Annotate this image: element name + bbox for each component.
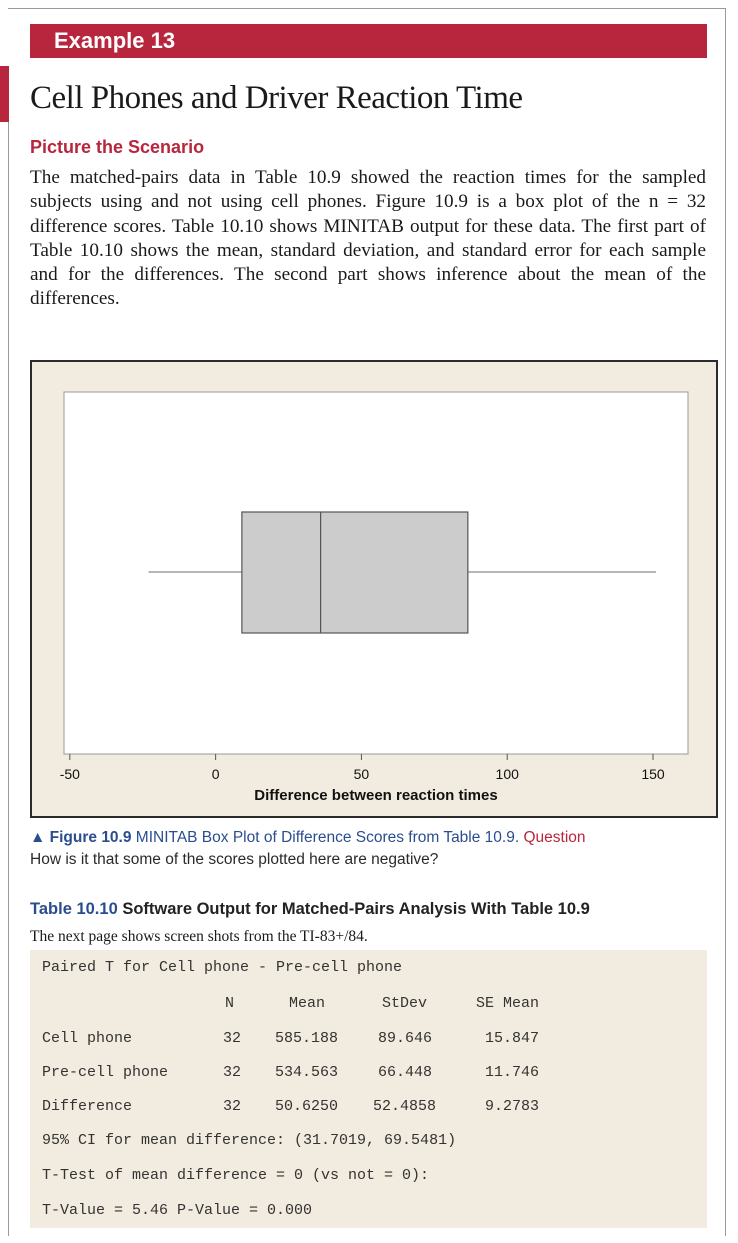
cell-stdev: 66.448 xyxy=(378,1064,433,1081)
cell-n: 32 xyxy=(223,1030,242,1047)
page-frame xyxy=(8,8,726,1236)
page-title: Cell Phones and Driver Reaction Time xyxy=(30,80,523,116)
cell-mean: 585.188 xyxy=(275,1030,339,1047)
row-label: Difference xyxy=(42,1098,133,1115)
scenario-paragraph: The matched-pairs data in Table 10.9 sho… xyxy=(30,166,706,312)
table-title: Table 10.10 Software Output for Matched-… xyxy=(30,900,590,919)
column-header-stdev: StDev xyxy=(382,995,428,1012)
section-subhead: Picture the Scenario xyxy=(30,137,205,157)
figure-label: ▲ Figure 10.9 xyxy=(30,829,132,846)
iqr-box xyxy=(241,511,469,634)
result-line: T-Value = 5.46 P-Value = 0.000 xyxy=(42,1202,313,1219)
x-axis-label: Difference between reaction times xyxy=(254,787,497,804)
left-rule xyxy=(8,122,9,1236)
ci-line: 95% CI for mean difference: (31.7019, 69… xyxy=(42,1132,457,1149)
figure-caption: ▲ Figure 10.9 MINITAB Box Plot of Differ… xyxy=(30,827,720,871)
left-accent-mark xyxy=(0,66,9,122)
row-label: Pre-cell phone xyxy=(42,1064,169,1081)
question-text: How is it that some of the scores plotte… xyxy=(30,851,439,868)
x-axis: -50 0 50 100 150 xyxy=(60,754,665,782)
box-plot: -50 0 50 100 150 Difference between reaction… xyxy=(60,391,689,804)
cell-n: 32 xyxy=(223,1064,242,1081)
figure-caption-text: MINITAB Box Plot of Difference Scores fr… xyxy=(131,829,520,846)
para-line: sampled subjects using and not using cel… xyxy=(30,167,707,213)
para-line: The matched-pairs data in Table 10.9 sho… xyxy=(30,167,633,188)
cell-se-mean: 15.847 xyxy=(485,1030,540,1047)
x-tick-label: -50 xyxy=(60,766,80,782)
column-header-mean: Mean xyxy=(289,995,326,1012)
question-label: Question xyxy=(519,829,586,846)
cell-n: 32 xyxy=(223,1098,242,1115)
para-line: shows inference about the mean of the di… xyxy=(30,264,706,310)
cell-se-mean: 9.2783 xyxy=(485,1098,540,1115)
row-label: Cell phone xyxy=(42,1030,133,1047)
para-line: and standard error for each sample and f… xyxy=(30,239,707,286)
table-title-text: Software Output for Matched-Pairs Analys… xyxy=(117,900,590,918)
box-plot-figure: -50 0 50 100 150 Difference between reaction… xyxy=(30,360,718,818)
para-line: of the n = 32 difference scores. Table 1… xyxy=(30,191,707,237)
x-tick-label: 50 xyxy=(354,766,370,782)
cell-mean: 50.6250 xyxy=(275,1098,339,1115)
column-header-n: N xyxy=(225,995,235,1012)
x-tick-label: 0 xyxy=(212,766,220,782)
example-banner: Example 13 xyxy=(30,24,707,58)
ttest-line: T-Test of mean difference = 0 (vs not = … xyxy=(42,1167,430,1184)
x-tick-label: 100 xyxy=(496,766,520,782)
output-heading: Paired T for Cell phone - Pre-cell phone xyxy=(42,959,403,976)
para-line: these data. The first part of Table 10.1… xyxy=(30,215,706,261)
example-label: Example 13 xyxy=(54,28,176,53)
cell-se-mean: 11.746 xyxy=(485,1064,540,1081)
column-header-se-mean: SE Mean xyxy=(476,995,540,1012)
software-output: Paired T for Cell phone - Pre-cell phone… xyxy=(30,950,707,1228)
x-tick-label: 150 xyxy=(641,766,665,782)
table-number: Table 10.10 xyxy=(30,900,118,918)
table-note: The next page shows screen shots from th… xyxy=(30,928,368,945)
cell-stdev: 89.646 xyxy=(378,1030,433,1047)
cell-stdev: 52.4858 xyxy=(373,1098,437,1115)
cell-mean: 534.563 xyxy=(275,1064,339,1081)
